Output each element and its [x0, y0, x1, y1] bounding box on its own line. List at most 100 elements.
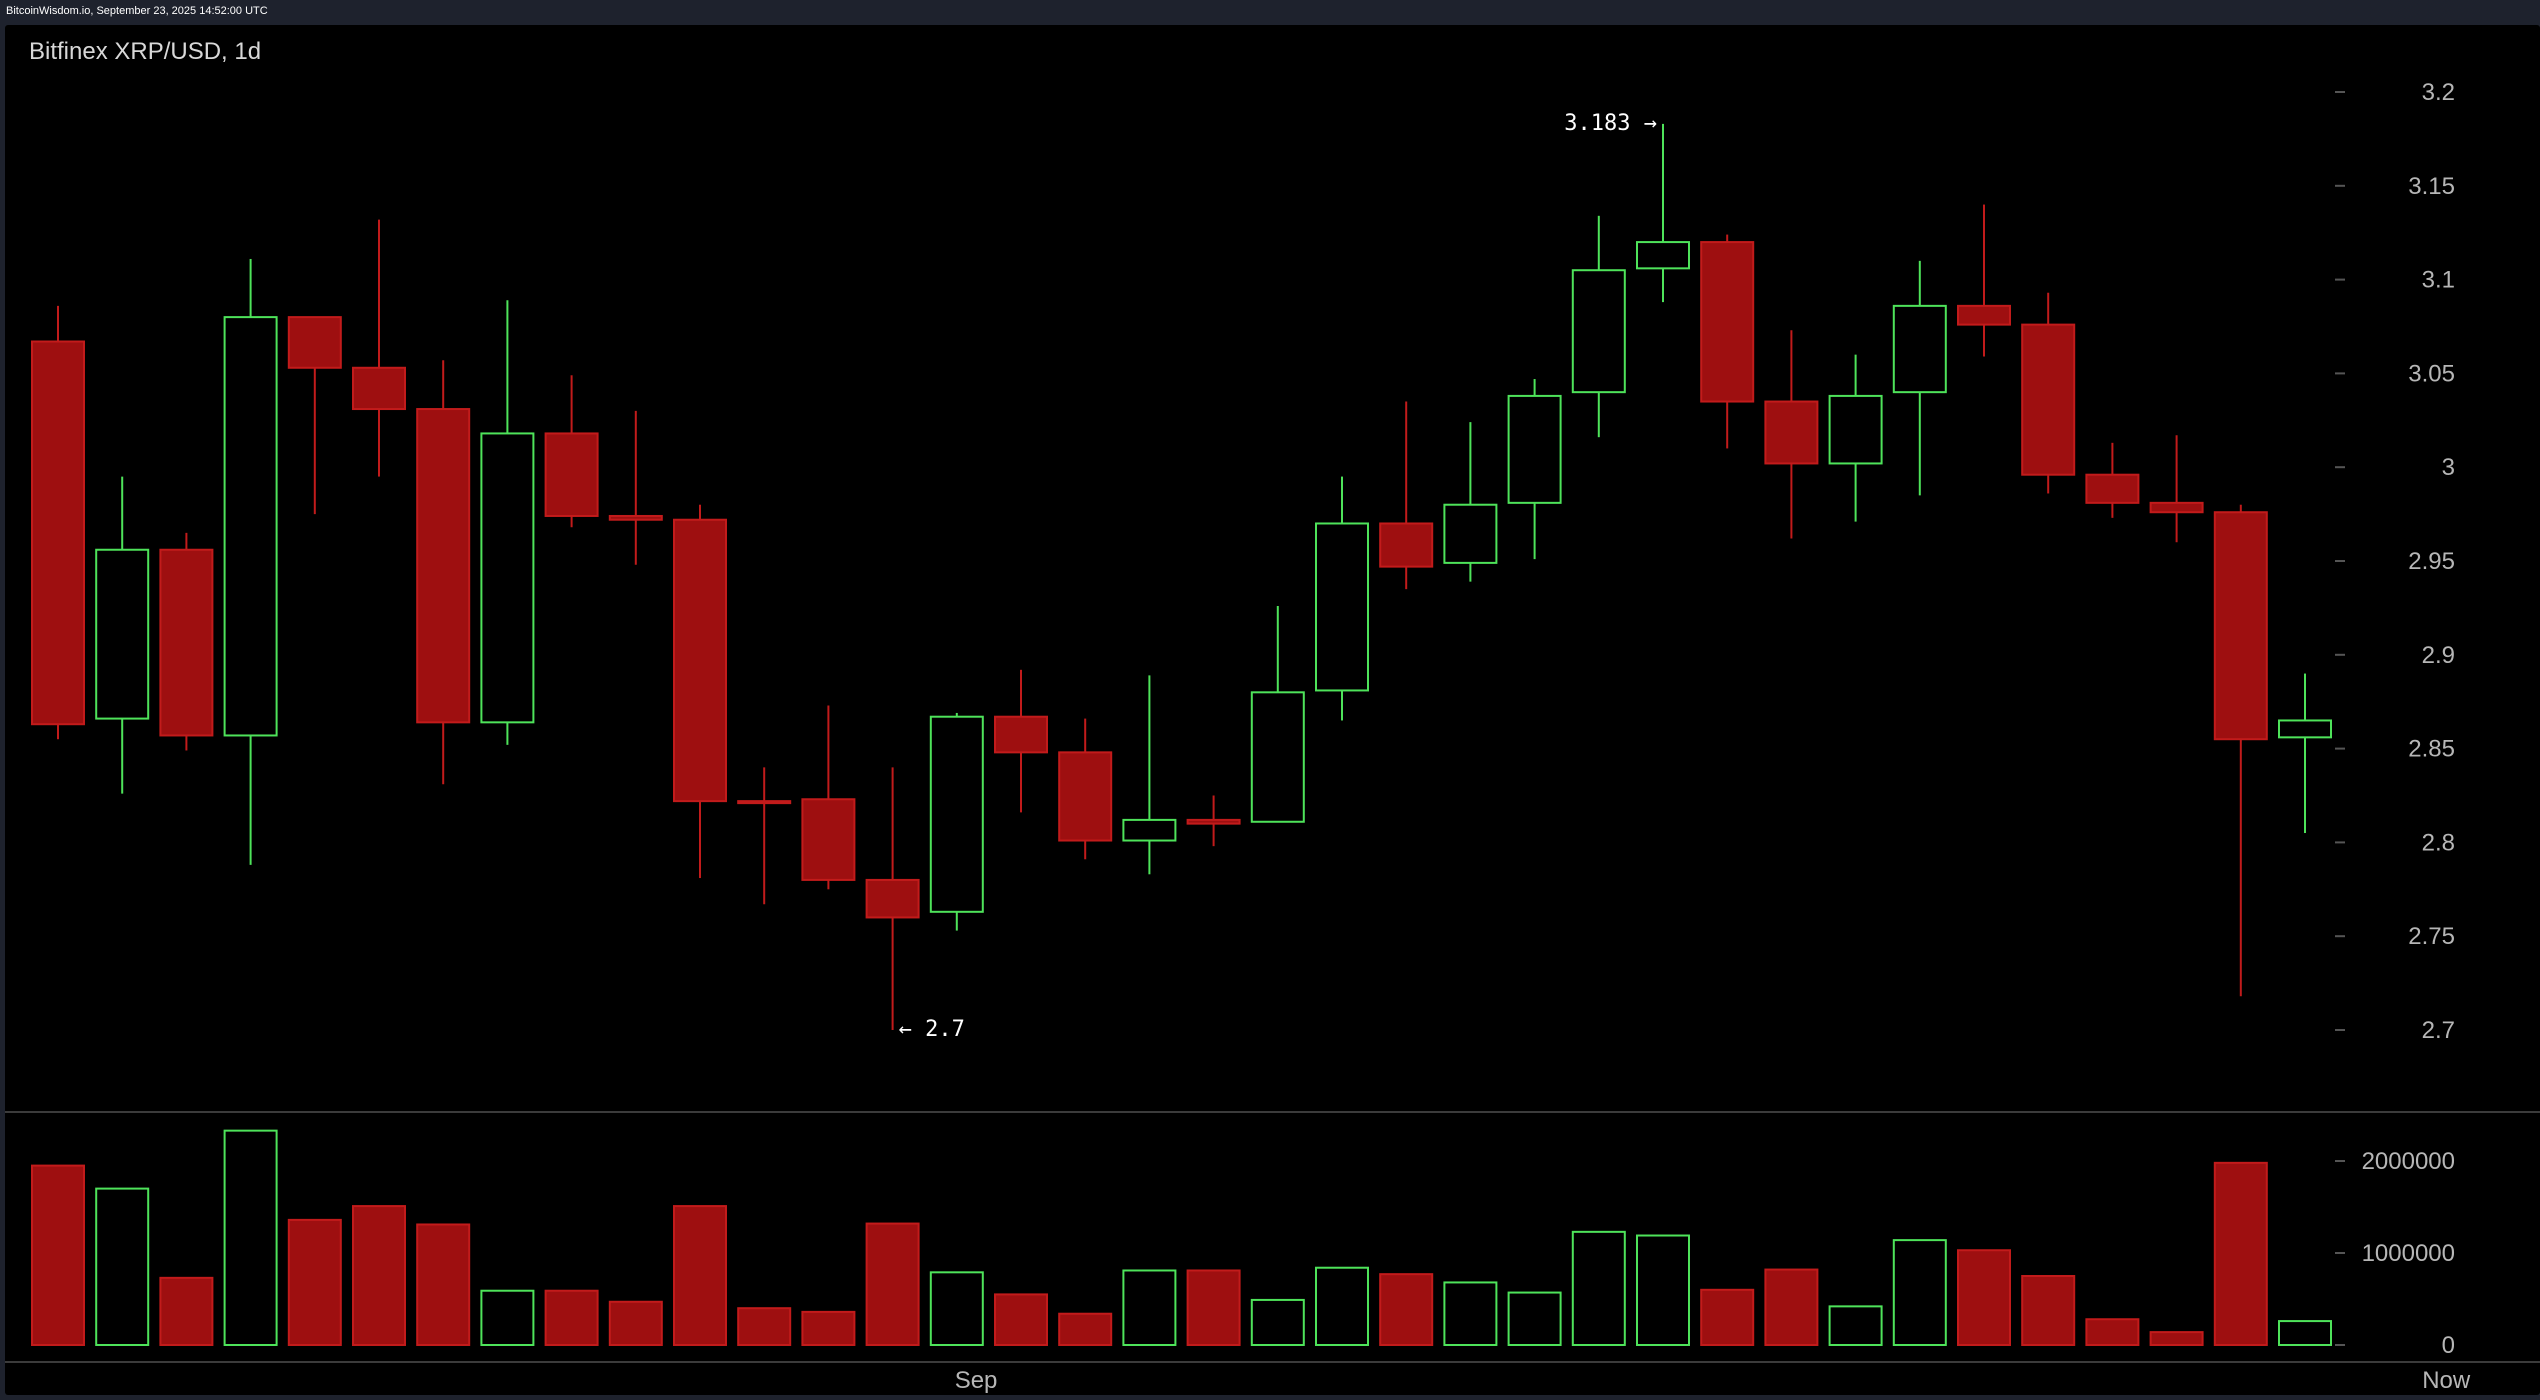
candle-up [1636, 123, 1690, 303]
candle-down [1957, 204, 2011, 357]
candle-up [223, 258, 278, 865]
candle-up [1571, 215, 1626, 438]
candle-down [2021, 292, 2076, 494]
volume-bar-up [929, 1271, 984, 1346]
candle-body [1700, 241, 1755, 403]
candle-up [1315, 476, 1369, 721]
price-tick-label: 2.7 [2422, 1017, 2455, 1044]
candle-body [544, 432, 599, 517]
candle-body [287, 316, 342, 369]
candle-down [994, 669, 1048, 813]
price-tick-label: 2.95 [2408, 548, 2455, 575]
volume-bar-up [223, 1129, 278, 1347]
volume-bar-down [608, 1300, 663, 1347]
candle-body [608, 514, 663, 521]
candle-down [2213, 504, 2268, 997]
candle-down [287, 316, 342, 515]
volume-bar-down [2213, 1161, 2268, 1346]
price-tick-label: 3.15 [2408, 173, 2455, 200]
time-tick-label: Sep [955, 1367, 998, 1394]
volume-bar-up [95, 1187, 150, 1346]
volume-bar-up [1571, 1230, 1626, 1346]
price-tick-label: 2.9 [2422, 642, 2455, 669]
candle-up [95, 476, 150, 794]
candle-body [1186, 818, 1241, 825]
candle-body [31, 340, 85, 726]
candle-body [416, 408, 471, 724]
candle-down [608, 410, 663, 565]
candle-body [159, 548, 214, 737]
candle-down [416, 360, 471, 785]
candle-up [1892, 260, 1947, 496]
volume-series [31, 1129, 2332, 1347]
price-tick-label: 2.75 [2408, 923, 2455, 950]
candle-up [480, 300, 535, 745]
candle-body [480, 432, 535, 724]
candle-body [1636, 241, 1690, 270]
chart-title: Bitfinex XRP/USD, 1d [29, 38, 262, 65]
candle-down [31, 305, 85, 740]
candle-body [352, 366, 406, 411]
candle-body [2213, 511, 2268, 741]
volume-bar-down [1379, 1273, 1434, 1347]
price-tick-label: 2.85 [2408, 736, 2455, 763]
candle-body [1315, 522, 1369, 692]
volume-bar-up [480, 1289, 535, 1346]
source-line: BitcoinWisdom.io, September 23, 2025 14:… [6, 5, 268, 17]
volume-bar-up [1250, 1298, 1305, 1347]
low-price-annotation: ← 2.7 [899, 1017, 965, 1042]
time-axis: Sep Now [955, 1367, 2471, 1394]
candle-body [1828, 394, 1883, 465]
volume-bar-down [2085, 1318, 2140, 1346]
volume-bar-down [159, 1276, 214, 1346]
candle-up [929, 712, 984, 931]
volume-bar-down [2021, 1275, 2076, 1346]
volume-bar-down [1957, 1249, 2011, 1346]
price-annotations: 3.183 → ← 2.7 [899, 111, 1657, 1042]
volume-bar-down [352, 1205, 406, 1346]
volume-bar-up [1315, 1266, 1369, 1346]
candle-body [2085, 473, 2140, 504]
volume-bar-down [2149, 1331, 2204, 1346]
volume-bar-up [1828, 1305, 1883, 1346]
candle-down [1379, 401, 1434, 590]
volume-bar-down [673, 1205, 727, 1346]
candle-up [1443, 422, 1498, 582]
volume-bar-down [865, 1222, 920, 1347]
candle-body [2149, 501, 2204, 514]
volume-bar-up [1507, 1291, 1562, 1347]
candle-body [1122, 818, 1177, 842]
candle-body [737, 800, 792, 805]
volume-bar-up [1122, 1269, 1177, 1346]
candle-body [673, 518, 727, 803]
volume-bar-down [1764, 1268, 1819, 1347]
candle-body [994, 715, 1048, 754]
volume-bar-up [2278, 1320, 2332, 1346]
candle-down [1700, 234, 1755, 449]
volume-bar-down [1700, 1288, 1755, 1347]
candle-body [801, 798, 856, 881]
volume-bar-down [416, 1223, 471, 1346]
volume-bar-up [1443, 1281, 1498, 1346]
candle-body [929, 715, 984, 913]
candle-down [2149, 435, 2204, 543]
candle-body [223, 316, 278, 737]
volume-bar-down [994, 1293, 1048, 1347]
candle-body [1571, 269, 1626, 394]
candle-down [737, 767, 792, 905]
volume-bar-down [544, 1289, 599, 1346]
candle-down [2085, 442, 2140, 518]
price-tick-label: 3 [2442, 454, 2455, 481]
candle-up [2278, 673, 2332, 834]
volume-tick-label: 0 [2442, 1332, 2455, 1359]
candle-body [2278, 719, 2332, 739]
candle-body [1892, 304, 1947, 394]
candle-body [1443, 503, 1498, 564]
time-tick-label: Now [2422, 1367, 2471, 1394]
price-axis: 2.7 2.75 2.8 2.85 2.9 2.95 3 3.05 3.1 3.15 3.2 [2335, 79, 2455, 1044]
candle-down [1764, 330, 1819, 539]
price-tick-label: 3.05 [2408, 360, 2455, 387]
volume-axis: 0 1000000 2000000 [2335, 1148, 2455, 1359]
candle-down [801, 705, 856, 890]
candle-body [1507, 394, 1562, 504]
